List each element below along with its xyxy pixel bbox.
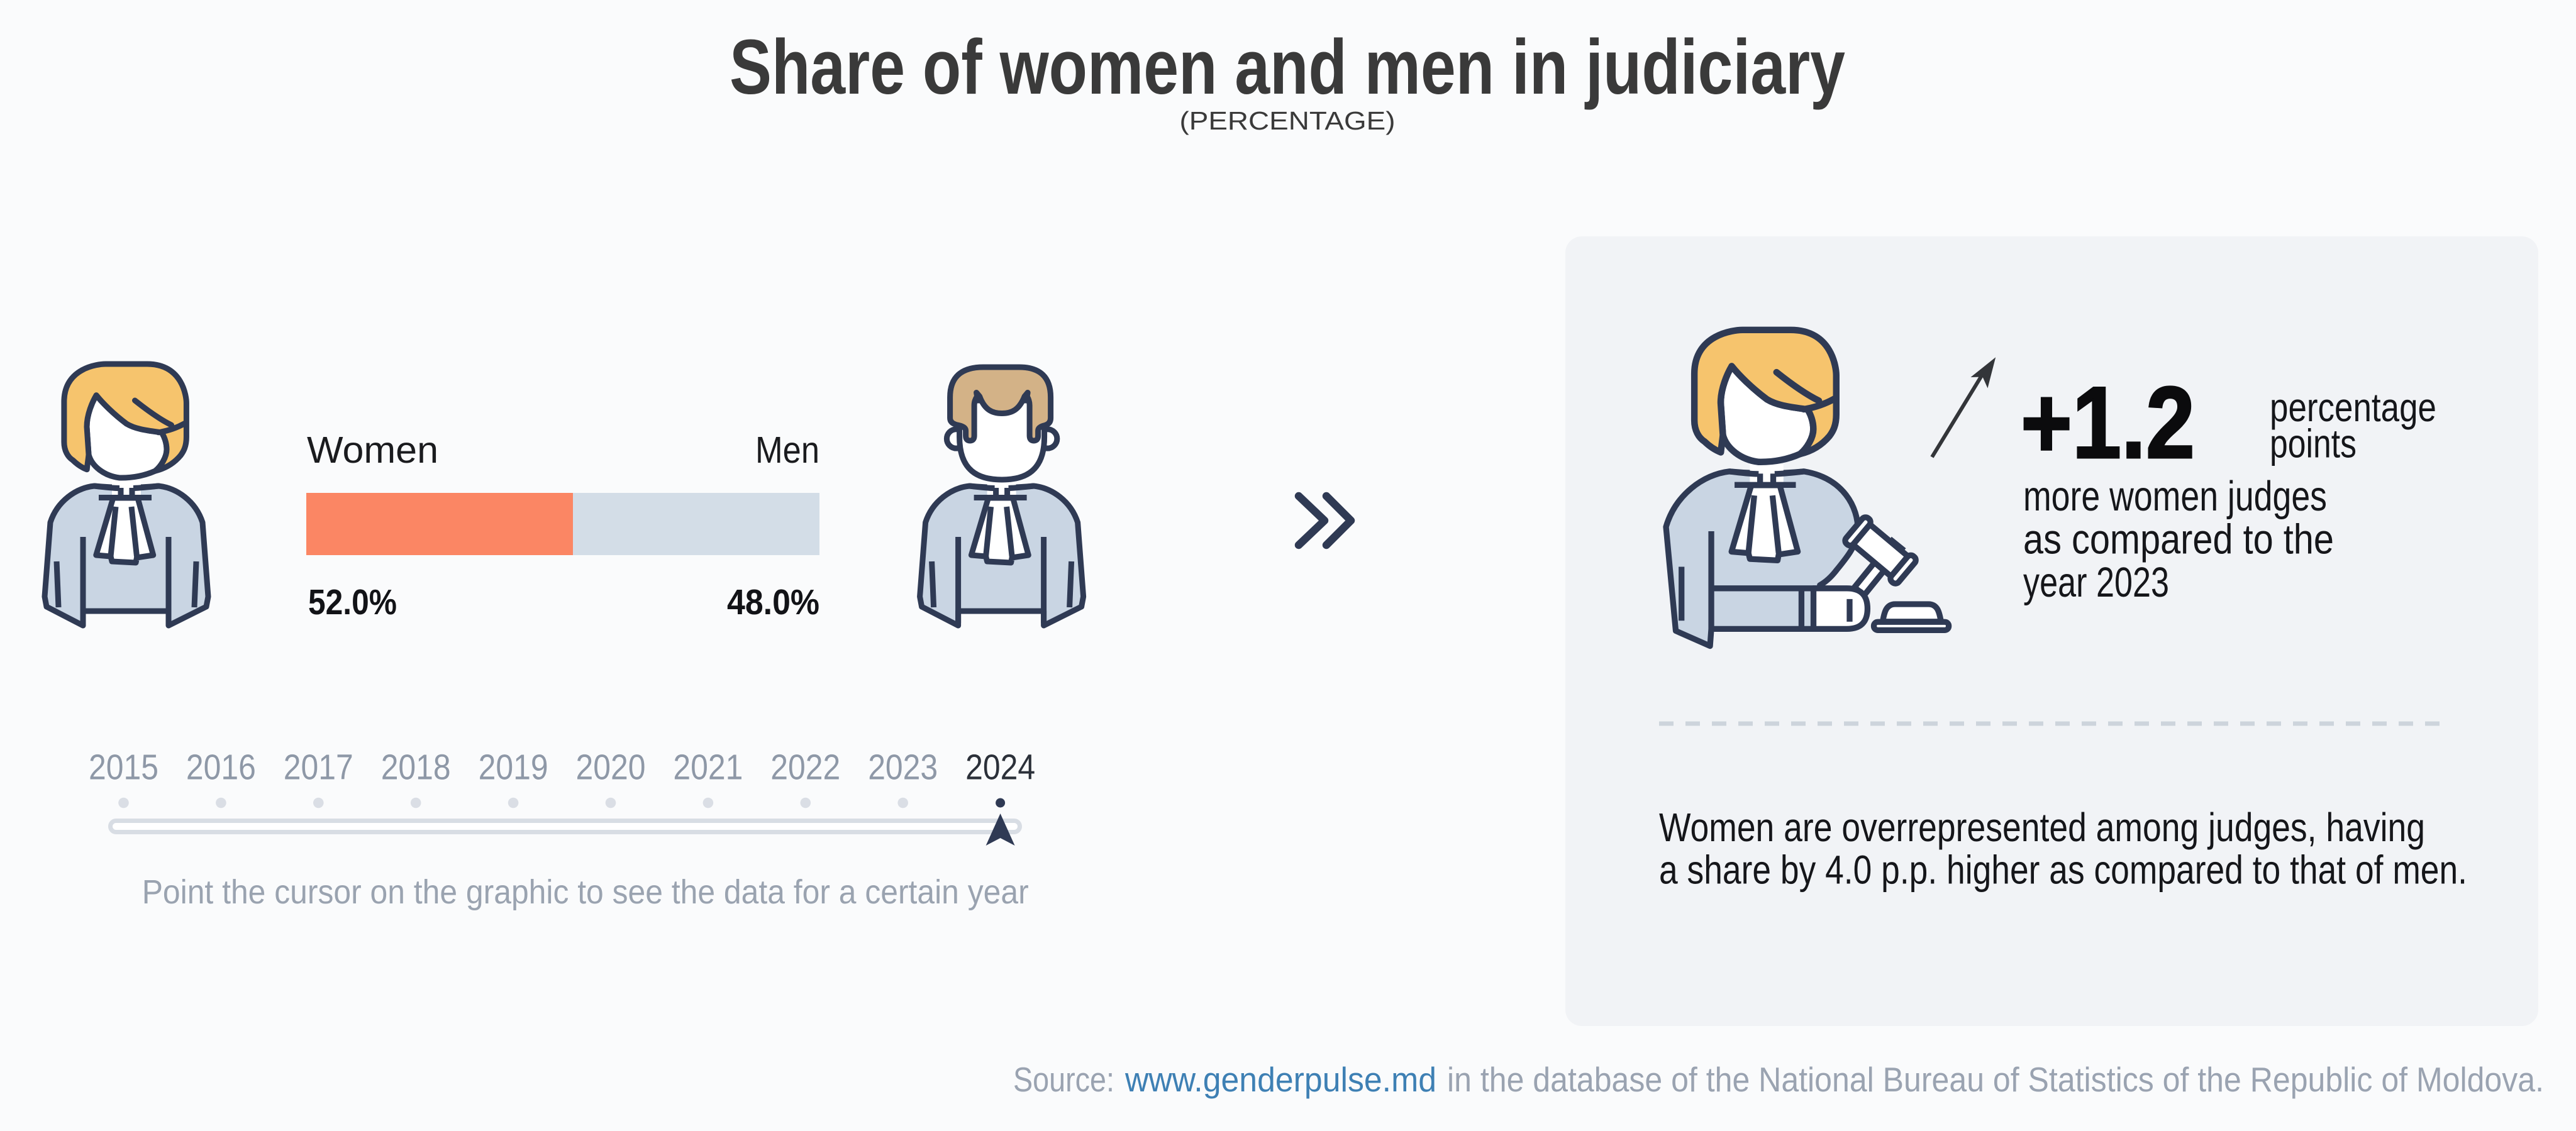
svg-text:2024: 2024	[965, 748, 1035, 788]
svg-text:(PERCENTAGE): (PERCENTAGE)	[1180, 106, 1396, 135]
svg-text:Point the cursor on the graphi: Point the cursor on the graphic to see t…	[142, 873, 1029, 911]
svg-text:percentage: percentage	[2270, 385, 2436, 430]
svg-text:www.genderpulse.md: www.genderpulse.md	[1124, 1060, 1436, 1099]
svg-text:in the database of the Nationa: in the database of the National Bureau o…	[1447, 1060, 2544, 1099]
svg-text:year 2023: year 2023	[2023, 559, 2169, 606]
svg-text:2019: 2019	[479, 748, 548, 788]
svg-text:a share by 4.0 p.p. higher as: a share by 4.0 p.p. higher as compared t…	[1659, 847, 2467, 893]
svg-text:Women: Women	[307, 429, 438, 471]
svg-text:Men: Men	[755, 429, 819, 471]
svg-text:points: points	[2270, 421, 2357, 466]
svg-text:2022: 2022	[770, 748, 840, 788]
svg-text:2018: 2018	[381, 748, 451, 788]
svg-text:as compared to the: as compared to the	[2023, 516, 2334, 563]
svg-text:52.0%: 52.0%	[308, 582, 397, 622]
svg-text:2015: 2015	[89, 748, 158, 788]
svg-text:more women judges: more women judges	[2023, 473, 2327, 520]
svg-text:2021: 2021	[673, 748, 743, 788]
svg-text:48.0%: 48.0%	[727, 582, 819, 622]
svg-text:+1.2: +1.2	[2021, 366, 2195, 480]
svg-text:2016: 2016	[186, 748, 256, 788]
svg-text:Women are overrepresented amon: Women are overrepresented among judges, …	[1659, 805, 2425, 850]
svg-text:2023: 2023	[868, 748, 938, 788]
svg-text:Source:: Source:	[1013, 1060, 1114, 1099]
svg-text:2020: 2020	[576, 748, 646, 788]
svg-text:2017: 2017	[284, 748, 353, 788]
svg-text:Share of women and men in judi: Share of women and men in judiciary	[730, 25, 1845, 111]
